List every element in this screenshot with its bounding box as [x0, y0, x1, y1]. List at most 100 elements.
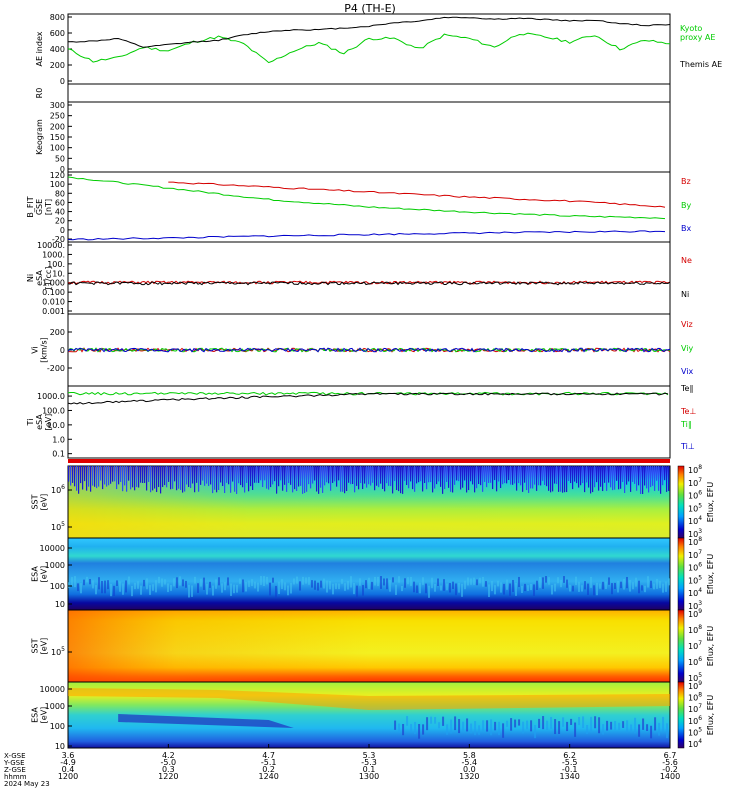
sst1-streak: [86, 466, 88, 491]
panel-6-ytick-label: 0.1: [52, 450, 65, 459]
sst1-streak: [634, 466, 636, 484]
sst1-streak: [284, 466, 286, 485]
sst1-streak: [124, 466, 126, 486]
sst1-streak: [412, 466, 414, 490]
esa1-texture: [578, 581, 580, 592]
sst1-streak: [390, 466, 392, 487]
sst1-streak: [332, 466, 334, 483]
n-series-ni: [67, 281, 671, 286]
esa1-texture: [194, 576, 196, 584]
esa1-texture: [416, 585, 418, 593]
esa1-texture: [422, 577, 424, 585]
esa2-texture: [414, 721, 417, 735]
sst1-streak: [576, 466, 578, 484]
sst1-streak: [336, 466, 338, 487]
esa1-texture: [140, 585, 142, 595]
sst1-streak: [580, 466, 582, 486]
sst1-streak: [658, 466, 660, 491]
esa1-texture: [443, 579, 445, 591]
sst1-streak: [640, 466, 642, 494]
sst1-streak: [260, 466, 262, 481]
colorbar-9-tick: 107: [688, 640, 702, 651]
legend-temp-1: Te⊥: [680, 407, 696, 416]
esa1-texture: [599, 583, 601, 589]
sst1-streak: [168, 466, 170, 482]
esa1-texture: [404, 578, 406, 588]
sst1-streak: [452, 466, 454, 493]
sst1-streak: [584, 466, 586, 493]
colorbar-9-tick: 106: [688, 656, 702, 667]
sst1-streak: [350, 466, 352, 485]
sst1-streak: [242, 466, 244, 488]
sst1-streak: [320, 466, 322, 488]
sst1-streak: [504, 466, 506, 484]
panel-2-ytick-label: 250: [50, 112, 65, 121]
sst1-streak: [656, 466, 658, 481]
sst1-streak: [428, 466, 430, 483]
sst1-streak: [408, 466, 410, 489]
colorbar-8-tick: 104: [688, 587, 702, 598]
esa1-texture: [395, 584, 397, 595]
esa1-texture: [296, 576, 298, 584]
sst1-streak: [552, 466, 554, 492]
sst1-streak: [366, 466, 368, 488]
footer-x-value: 6.7: [664, 751, 677, 760]
sst1-streak: [234, 466, 236, 492]
sst1-streak: [210, 466, 212, 485]
sst1-streak: [266, 466, 268, 489]
sst1-streak: [294, 466, 296, 490]
sst1-streak: [276, 466, 278, 494]
colorbar-7-tick: 106: [688, 490, 702, 501]
footer-y-value: -5.3: [361, 758, 377, 767]
esa1-texture: [236, 584, 238, 593]
sst1-streak: [184, 466, 186, 492]
esa1-texture: [209, 581, 211, 588]
sst1-streak: [132, 466, 134, 488]
esa1-texture: [665, 581, 667, 592]
esa1-texture: [668, 578, 670, 586]
sst1-streak: [164, 466, 166, 486]
esa1-texture: [74, 576, 76, 588]
footer-t-value: 1220: [158, 772, 178, 781]
panel-2-ytick-label: 50: [55, 154, 65, 163]
sst1-streak: [222, 466, 224, 487]
sst1-streak: [68, 466, 70, 482]
sst1-streak: [622, 466, 624, 482]
sst1-streak: [628, 466, 630, 482]
sst1-streak: [270, 466, 272, 488]
esa1-texture: [410, 576, 412, 586]
esa1-texture: [560, 579, 562, 588]
esa1-texture: [101, 580, 103, 594]
footer-x-value: 4.7: [262, 751, 275, 760]
sst1-streak: [288, 466, 290, 484]
panel-5-ylabel-line-1: [km/s]: [40, 337, 49, 363]
esa1-texture: [659, 580, 661, 589]
esa1-texture: [329, 580, 331, 590]
esa1-texture: [419, 582, 421, 594]
esa1-texture: [563, 576, 565, 583]
esa1-texture: [95, 585, 97, 595]
sst1-streak: [434, 466, 436, 489]
legend-temp-0: Te∥: [680, 384, 693, 393]
esa1-texture: [206, 583, 208, 595]
sst1-streak: [180, 466, 182, 490]
esa1-texture: [263, 576, 265, 586]
esa1-texture: [311, 580, 313, 588]
sst1-streak: [426, 466, 428, 490]
esa1-texture: [332, 583, 334, 595]
esa1-texture: [80, 583, 82, 594]
esa1-texture: [257, 582, 259, 592]
colorbar-8-tick: 107: [688, 549, 702, 560]
footer-t-value: 1200: [58, 772, 78, 781]
sst1-streak: [598, 466, 600, 491]
esa2-texture: [638, 724, 641, 737]
sst1-streak: [394, 466, 396, 482]
sst1-streak: [182, 466, 184, 493]
colorbar-7: [677, 465, 685, 539]
esa1-texture: [482, 576, 484, 587]
figure-title: P4 (TH-E): [344, 2, 396, 15]
legend-temp-2: Ti∥: [680, 420, 692, 429]
footer-z-value: 0.0: [463, 765, 476, 774]
esa1-texture: [86, 576, 88, 583]
panel-3-ylabel-line-0: B_FIT: [26, 196, 35, 217]
